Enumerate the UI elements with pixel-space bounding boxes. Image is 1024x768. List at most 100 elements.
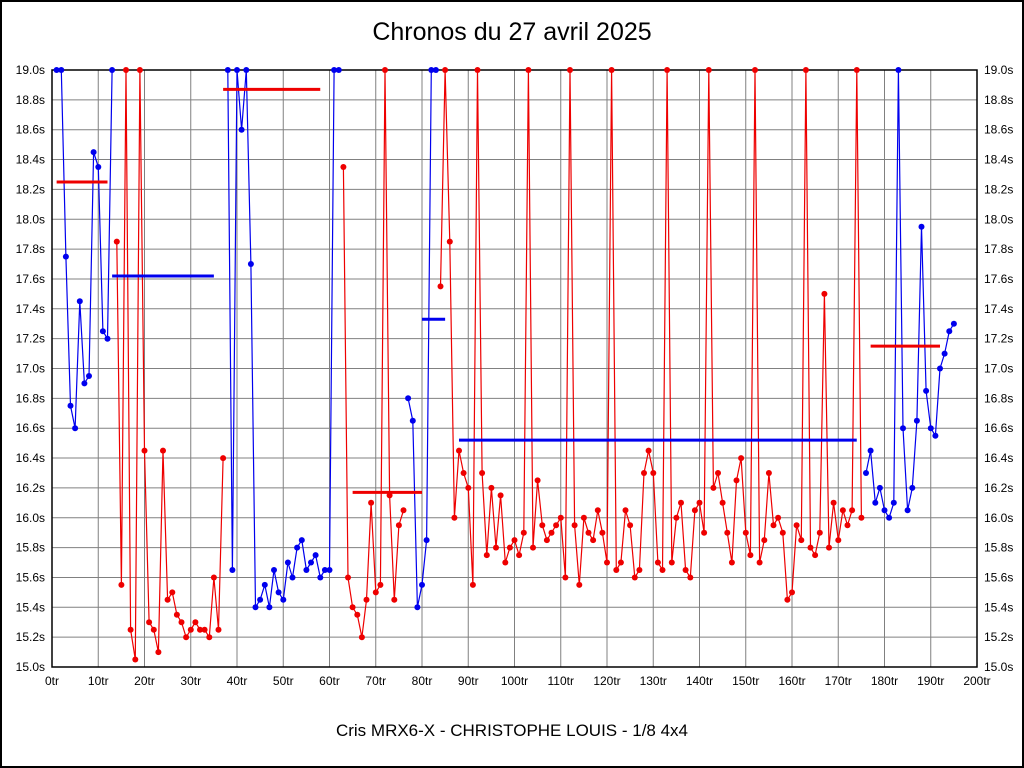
lap-time-point-run-blue [90, 149, 97, 156]
lap-time-point-run-red [839, 507, 846, 514]
x-tick-label: 180tr [871, 674, 898, 688]
x-tick-label: 40tr [227, 674, 248, 688]
lap-time-point-run-red [807, 544, 814, 551]
y-tick-label-right: 18.0s [984, 212, 1013, 226]
lap-time-point-run-red [548, 529, 555, 536]
lap-time-point-run-red [585, 529, 592, 536]
lap-time-line-run-red [439, 69, 862, 602]
lap-time-point-run-red [659, 567, 666, 573]
lap-time-point-run-blue [423, 537, 430, 544]
y-tick-label-right: 17.2s [984, 332, 1013, 346]
lap-time-point-run-red [557, 514, 564, 521]
lap-time-point-run-blue [923, 387, 930, 394]
lap-time-point-run-red [738, 455, 745, 462]
y-tick-label-right: 18.6s [984, 123, 1013, 137]
lap-time-point-run-red [460, 470, 467, 476]
lap-time-point-run-red [696, 499, 703, 506]
lap-time-point-run-red [826, 544, 832, 551]
x-tick-label: 20tr [134, 674, 155, 688]
lap-time-point-run-red [687, 574, 694, 581]
y-tick-label-right: 18.2s [984, 182, 1013, 196]
lap-time-point-run-red [210, 574, 217, 581]
lap-time-point-run-red [534, 477, 541, 484]
x-tick-label: 110tr [548, 674, 574, 688]
lap-time-point-run-red [775, 514, 782, 521]
y-tick-label-left: 18.8s [16, 93, 45, 107]
lap-time-point-run-red [835, 537, 842, 544]
lap-time-point-run-red [543, 537, 550, 544]
lap-time-point-run-red [590, 537, 597, 544]
x-tick-label: 100tr [501, 674, 528, 688]
lap-time-point-run-red [469, 581, 476, 588]
lap-time-point-run-blue [238, 126, 245, 133]
x-tick-label: 150tr [732, 674, 759, 688]
lap-time-point-run-red [636, 567, 643, 573]
lap-time-point-run-blue [298, 537, 305, 544]
lap-time-point-run-red [742, 529, 749, 536]
lap-time-point-run-red [497, 492, 504, 499]
lap-time-point-run-blue [321, 567, 328, 573]
lap-time-point-run-blue [303, 567, 310, 573]
lap-time-point-run-blue [428, 67, 435, 73]
lap-time-point-run-red [784, 596, 791, 603]
lap-time-point-run-red [173, 611, 180, 618]
lap-time-point-run-blue [67, 402, 74, 409]
y-tick-label-right: 16.6s [984, 421, 1013, 435]
y-tick-label-right: 16.8s [984, 391, 1013, 405]
y-tick-label-right: 19.0s [984, 63, 1013, 77]
x-tick-label: 10tr [88, 674, 109, 688]
lap-time-point-run-red [446, 238, 453, 245]
lap-time-point-run-blue [243, 67, 250, 73]
lap-time-point-run-blue [252, 604, 259, 611]
lap-time-point-run-red [118, 581, 125, 588]
lap-time-point-run-red [113, 238, 120, 245]
x-tick-label: 0tr [45, 674, 59, 688]
lap-time-point-run-red [678, 499, 684, 506]
lap-time-point-run-red [641, 470, 647, 476]
lap-time-point-run-red [562, 574, 569, 581]
lap-time-point-run-blue [872, 499, 879, 506]
lap-time-point-run-blue [317, 574, 324, 581]
lap-time-point-run-red [849, 507, 856, 514]
lap-time-point-run-red [160, 447, 166, 454]
lap-time-point-run-red [631, 574, 638, 581]
lap-time-point-run-blue [62, 253, 69, 260]
lap-time-point-run-red [178, 619, 185, 626]
lap-time-point-run-red [354, 611, 361, 618]
y-tick-label-right: 15.2s [984, 630, 1013, 644]
y-tick-label-right: 15.0s [984, 660, 1013, 674]
lap-time-point-run-red [728, 559, 735, 566]
lap-time-point-run-blue [308, 559, 314, 566]
x-tick-label: 160tr [778, 674, 805, 688]
lap-time-point-run-red [724, 529, 731, 536]
lap-time-point-run-red [770, 522, 777, 529]
lap-time-point-run-red [220, 455, 227, 462]
lap-time-point-run-red [525, 67, 532, 73]
lap-time-point-run-red [599, 529, 606, 536]
lap-time-point-run-blue [405, 395, 412, 402]
lap-time-point-run-blue [109, 67, 116, 73]
lap-time-point-run-red [164, 596, 171, 603]
lap-time-point-run-blue [53, 67, 60, 73]
lap-time-point-run-red [654, 559, 661, 566]
lap-time-point-run-blue [257, 596, 264, 603]
lap-time-point-run-blue [261, 581, 268, 588]
x-tick-label: 60tr [319, 674, 340, 688]
lap-time-point-run-blue [86, 373, 92, 379]
lap-time-point-run-red [386, 492, 393, 499]
lap-time-point-run-blue [99, 328, 106, 335]
lap-time-point-run-red [493, 544, 499, 551]
lap-time-point-run-red [340, 164, 347, 170]
y-tick-label-left: 18.2s [16, 182, 45, 196]
y-tick-label-right: 15.8s [984, 541, 1013, 555]
lap-time-point-run-red [474, 67, 481, 73]
lap-time-point-run-red [136, 67, 143, 73]
lap-time-point-run-blue [331, 67, 338, 73]
lap-time-point-run-red [765, 470, 772, 476]
lap-time-point-run-blue [941, 350, 948, 357]
lap-time-point-run-red [756, 559, 763, 566]
lap-time-point-run-red [858, 514, 865, 521]
y-tick-label-left: 17.4s [16, 302, 45, 316]
